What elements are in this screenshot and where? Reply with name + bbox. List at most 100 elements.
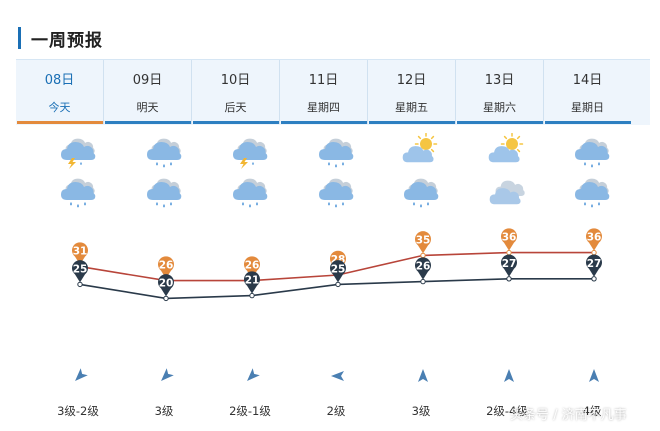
tab-date: 10日 [220, 73, 251, 88]
high-temp-marker-0: 31 [71, 242, 88, 270]
wind-direction-icon [244, 368, 260, 384]
cloudy-icon [487, 173, 527, 209]
marker-pin [244, 271, 260, 294]
tab-day-label: 明天 [136, 101, 159, 114]
day-tabs: 08日 今天 09日 明天 10日 后天 11日 星期四 12日 星期五 13日 星期六 14日 星期日 [16, 59, 650, 125]
marker-pin [415, 231, 431, 254]
tab-day-label: 今天 [48, 101, 71, 114]
marker-label: 31 [73, 246, 88, 258]
rain-icon [230, 173, 270, 209]
low-temp-marker-2: 21 [244, 271, 260, 299]
day-tab-6[interactable]: 14日星期日 [544, 60, 631, 124]
marker-pin [501, 254, 517, 277]
wind-level-label: 3级-2级 [57, 404, 99, 418]
marker-dot [77, 263, 83, 270]
tab-day-label: 星期五 [395, 101, 428, 114]
marker-dot [163, 277, 169, 284]
thunderstorm-icon [230, 133, 270, 169]
marker-pin [415, 257, 431, 280]
wind-level-label: 3级 [411, 404, 431, 418]
wind-direction-icon [415, 368, 431, 384]
high-temp-marker-6: 36 [586, 228, 602, 256]
marker-dot [591, 276, 597, 282]
tab-day-label: 星期四 [307, 101, 340, 114]
day-tab-4[interactable]: 12日星期五 [368, 60, 455, 124]
marker-dot [420, 252, 426, 259]
tab-separator [367, 60, 368, 124]
marker-dot [249, 292, 255, 299]
marker-dot [249, 277, 255, 284]
wind-level-label: 2级 [326, 404, 346, 418]
tab-date: 12日 [396, 73, 427, 88]
partly-cloudy-icon [487, 133, 527, 169]
wind-direction-icon [158, 368, 174, 384]
high-temp-marker-1: 26 [158, 256, 174, 284]
rain-icon [58, 173, 98, 209]
marker-dot [506, 249, 512, 256]
marker-dot [591, 249, 597, 256]
marker-label: 26 [416, 261, 431, 273]
low-temp-marker-3: 25 [330, 260, 346, 288]
low-temp-marker-5: 27 [501, 254, 517, 282]
tab-separator [191, 60, 192, 124]
low-temp-marker-6: 27 [586, 254, 602, 282]
wind-direction-icon [501, 368, 517, 384]
rain-icon [572, 133, 612, 169]
rain-icon [316, 133, 356, 169]
marker-label: 20 [159, 277, 174, 289]
marker-label: 26 [245, 260, 260, 272]
marker-label: 36 [502, 232, 517, 244]
high-temp-marker-5: 36 [501, 228, 517, 256]
page-heading: 一周预报 [18, 26, 103, 51]
marker-label: 27 [587, 258, 602, 270]
day-tab-2[interactable]: 10日后天 [192, 60, 279, 124]
tab-separator [279, 60, 280, 124]
high-temp-marker-3: 28 [330, 250, 346, 278]
wind-direction-icon [330, 368, 346, 384]
low-temp-marker-4: 26 [415, 257, 431, 285]
high-temp-line [79, 251, 594, 282]
day-tab-3[interactable]: 11日星期四 [280, 60, 367, 124]
marker-label: 25 [331, 263, 346, 275]
wind-level-label: 2级-4级 [486, 404, 528, 418]
marker-pin [244, 256, 260, 279]
wind-level-label: 4级 [582, 404, 602, 418]
marker-pin [71, 260, 88, 283]
marker-dot [163, 295, 169, 302]
partly-cloudy-icon [401, 133, 441, 169]
marker-dot [335, 281, 341, 288]
marker-label: 35 [416, 234, 431, 246]
page-title: 一周预报 [31, 30, 103, 51]
day-tab-0[interactable]: 08日 今天 [16, 60, 103, 124]
tab-separator [103, 60, 104, 124]
marker-label: 26 [159, 260, 174, 272]
marker-dot [506, 276, 512, 282]
day-tab-5[interactable]: 13日 星期六 [456, 60, 543, 124]
tab-date: 11日 [308, 73, 339, 88]
tab-date: 14日 [572, 73, 603, 88]
day-tab-1[interactable]: 09日 明天 [104, 60, 191, 124]
wind-level-label: 3级 [154, 404, 174, 418]
tab-day-label: 后天 [224, 101, 247, 114]
marker-pin [586, 228, 602, 251]
marker-pin [330, 260, 346, 283]
tab-date: 13日 [484, 73, 515, 88]
watermark: 头条号 / 济南不凡事 [510, 408, 627, 423]
wind-direction-icon [586, 368, 602, 384]
low-temp-marker-0: 25 [71, 260, 88, 288]
tab-separator [455, 60, 456, 124]
rain-icon [316, 173, 356, 209]
marker-label: 25 [73, 263, 88, 275]
high-temp-marker-4: 35 [415, 231, 431, 259]
marker-label: 28 [331, 254, 346, 266]
thunderstorm-icon [58, 133, 98, 169]
low-temp-line [79, 277, 594, 300]
tab-day-label: 星期日 [571, 101, 604, 114]
rain-icon [144, 133, 184, 169]
wind-direction-icon [72, 368, 88, 384]
heading-accent-bar [18, 27, 21, 49]
high-temp-marker-2: 26 [244, 256, 260, 284]
rain-icon [401, 173, 441, 209]
marker-pin [158, 274, 174, 297]
marker-pin [586, 254, 602, 277]
